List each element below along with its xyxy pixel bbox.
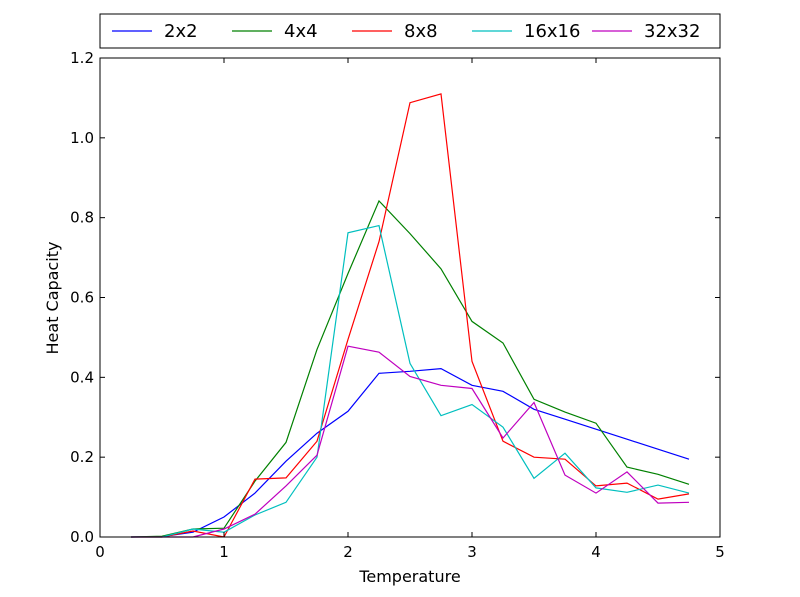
x-tick-label: 1 [219,543,229,561]
y-tick-label: 0.2 [70,448,94,466]
y-tick-label: 0.4 [70,368,94,386]
legend: 2x2 4x4 8x8 16x16 32x32 [99,13,721,49]
plot-frame [99,57,721,538]
y-tick-label: 1.2 [70,49,94,67]
y-tick-label: 0.6 [70,289,94,307]
legend-label-16x16: 16x16 [524,21,580,42]
y-tick-label: 0.0 [70,528,94,546]
series-layer [130,93,690,538]
legend-label-8x8: 8x8 [404,21,438,42]
x-axis-label: Temperature [358,567,460,586]
series-line-2x2 [130,367,690,538]
y-tick-label: 1.0 [70,129,94,147]
x-tick-label: 5 [715,543,725,561]
series-line-4x4 [130,199,690,538]
y-tick-label: 0.8 [70,209,94,227]
series-line-32x32 [131,345,690,538]
y-axis-label: Heat Capacity [43,242,62,355]
x-tick-label: 2 [343,543,353,561]
axis-layer: 0 1 2 3 4 5 0.0 0.2 0.4 0.6 0.8 1.0 1.2 [70,49,725,561]
x-tick-label: 3 [467,543,477,561]
legend-label-4x4: 4x4 [284,21,318,42]
series-line-16x16 [131,224,690,538]
x-tick-label: 0 [95,543,105,561]
series-line-8x8 [131,93,690,538]
legend-label-32x32: 32x32 [644,21,700,42]
legend-label-2x2: 2x2 [164,21,198,42]
x-tick-label: 4 [591,543,601,561]
